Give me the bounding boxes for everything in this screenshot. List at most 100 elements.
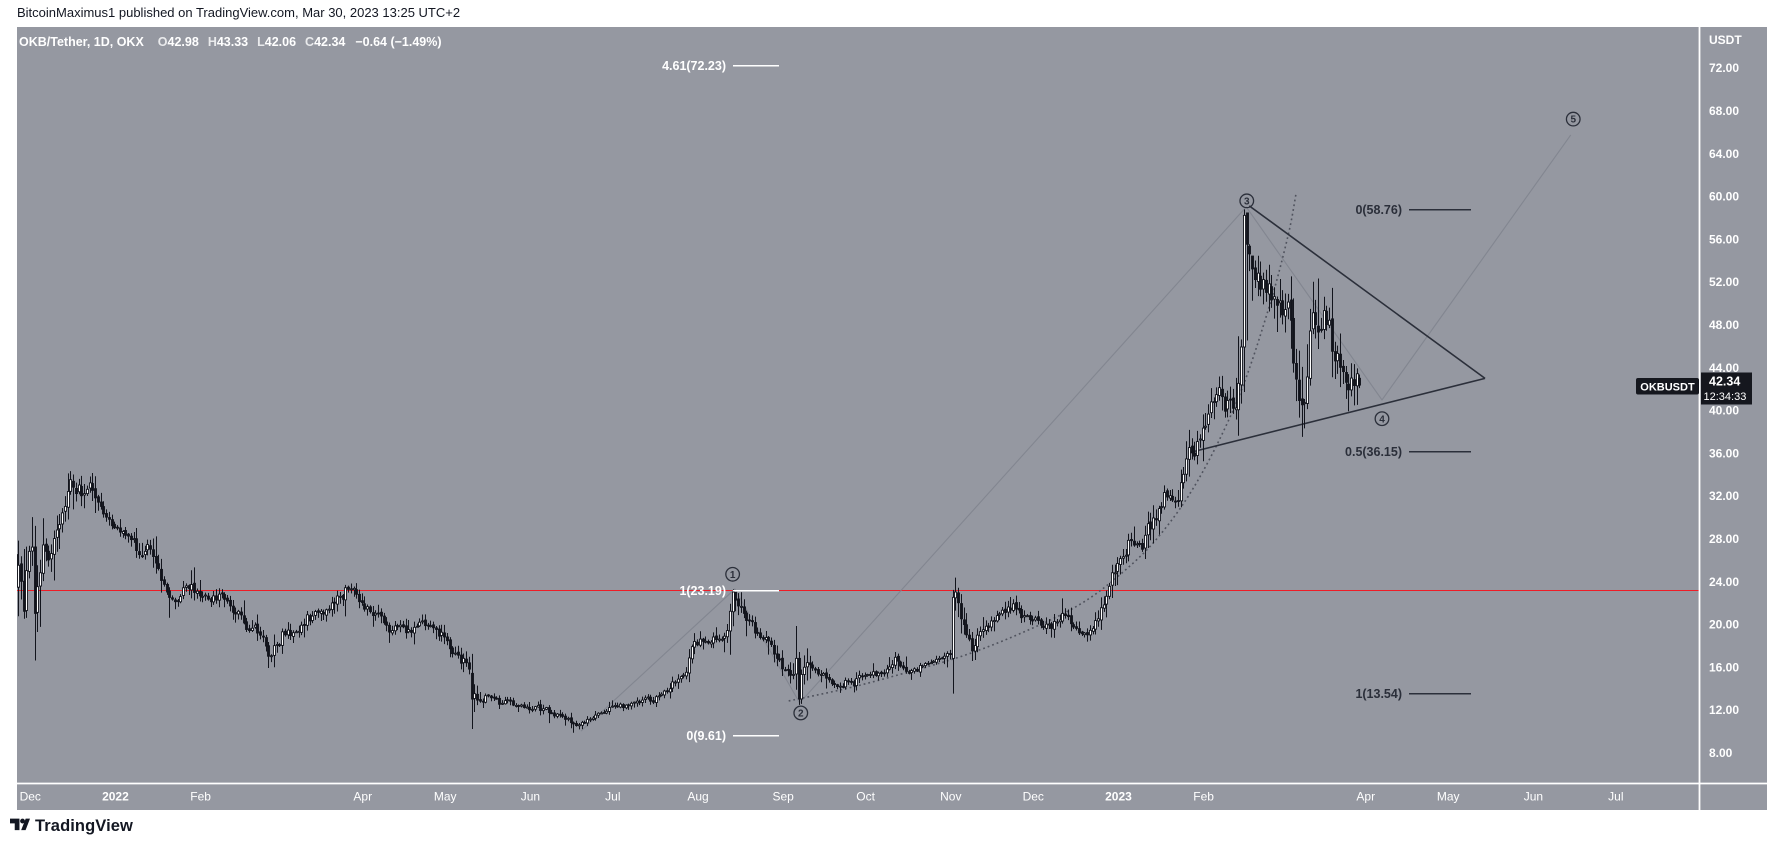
candle <box>633 701 636 708</box>
candle <box>1325 305 1328 331</box>
candle <box>899 660 902 668</box>
candle <box>424 614 427 631</box>
candle <box>789 662 792 684</box>
price-tick-label: 8.00 <box>1709 746 1733 760</box>
time-axis[interactable]: Dec 2022 Feb Apr May Jun Jul Aug Sep Oct Nov Dec 202… <box>20 790 1624 804</box>
candle <box>869 671 872 679</box>
candle <box>677 674 680 689</box>
candle <box>75 482 78 502</box>
candle <box>1331 287 1334 378</box>
triangle-lower-line <box>1189 377 1486 454</box>
symbol-legend[interactable]: OKB/Tether, 1D, OKX O42.98 H43.33 L42.06 C42… <box>19 35 442 49</box>
candle <box>185 583 188 592</box>
wave-label-2: 2 <box>793 705 809 721</box>
candle <box>28 545 31 579</box>
candle <box>1133 526 1136 547</box>
candle <box>256 614 259 641</box>
candle <box>1254 260 1257 288</box>
candle <box>1177 489 1180 507</box>
candle <box>435 626 438 640</box>
candle <box>866 673 869 677</box>
candle <box>913 667 916 674</box>
candle <box>886 664 889 677</box>
candle <box>872 663 875 679</box>
candle <box>201 591 204 603</box>
candle <box>570 712 573 729</box>
candle <box>1290 276 1293 349</box>
candle <box>655 695 658 708</box>
candle <box>976 628 979 653</box>
price-axis[interactable]: USDT 72.00 68.00 64.00 60.00 56.00 52.00 48.00… <box>1709 33 1742 760</box>
price-tick-label: 48.00 <box>1709 318 1739 332</box>
candle <box>743 599 746 619</box>
candle <box>974 638 977 660</box>
candle <box>484 693 487 704</box>
footer-brand-text: TradingView <box>35 816 133 835</box>
candle <box>1125 549 1128 564</box>
candle <box>902 661 905 671</box>
candle <box>380 608 383 624</box>
candle <box>831 678 834 686</box>
candle <box>946 651 949 668</box>
candle <box>498 695 501 709</box>
candle <box>168 587 171 618</box>
candle <box>883 669 886 677</box>
candle <box>822 671 825 676</box>
candle <box>930 659 933 665</box>
candle <box>232 600 235 620</box>
candle <box>1149 512 1152 541</box>
candle <box>42 518 45 582</box>
candle <box>718 634 721 643</box>
candle <box>493 693 496 701</box>
candle <box>1094 612 1097 635</box>
candle <box>567 716 570 722</box>
candle <box>806 648 809 681</box>
candle <box>410 627 413 638</box>
candle <box>1353 364 1356 406</box>
candle <box>102 501 105 518</box>
candle <box>487 694 490 698</box>
candle <box>311 611 314 624</box>
candle <box>682 672 685 679</box>
candle <box>413 621 416 645</box>
candle <box>1004 601 1007 620</box>
candle <box>520 703 523 708</box>
time-tick-label: Jun <box>521 790 540 804</box>
price-tick-label: 40.00 <box>1709 404 1739 418</box>
candle <box>1070 607 1073 632</box>
candle <box>116 525 119 531</box>
time-tick-label: Jul <box>1608 790 1623 804</box>
candle <box>407 619 410 634</box>
candle <box>53 530 56 581</box>
candle <box>638 699 641 706</box>
candle <box>182 581 185 600</box>
price-tick-label: 36.00 <box>1709 446 1739 460</box>
candle <box>292 630 295 643</box>
svg-text:2: 2 <box>798 709 804 720</box>
legend-ohlc-value: 43.33 <box>216 35 249 49</box>
candle <box>1166 488 1169 501</box>
candle <box>218 588 221 608</box>
candle <box>215 589 218 604</box>
candle <box>905 656 908 674</box>
candle <box>1191 438 1194 460</box>
candle <box>704 636 707 644</box>
candle <box>1185 441 1188 482</box>
candle <box>960 594 963 634</box>
candle <box>363 596 366 612</box>
candle <box>762 635 765 642</box>
candle <box>734 591 737 612</box>
candle <box>1130 532 1133 547</box>
candle <box>1163 485 1166 510</box>
candle <box>660 692 663 697</box>
footer-branding[interactable]: TradingView <box>10 815 133 837</box>
candle <box>144 545 147 560</box>
candle <box>828 673 831 683</box>
candle <box>671 676 674 692</box>
candle <box>1358 374 1361 389</box>
candle <box>377 604 380 618</box>
time-tick-label: 2023 <box>1105 790 1132 804</box>
candle <box>56 515 59 552</box>
candle <box>512 697 515 707</box>
